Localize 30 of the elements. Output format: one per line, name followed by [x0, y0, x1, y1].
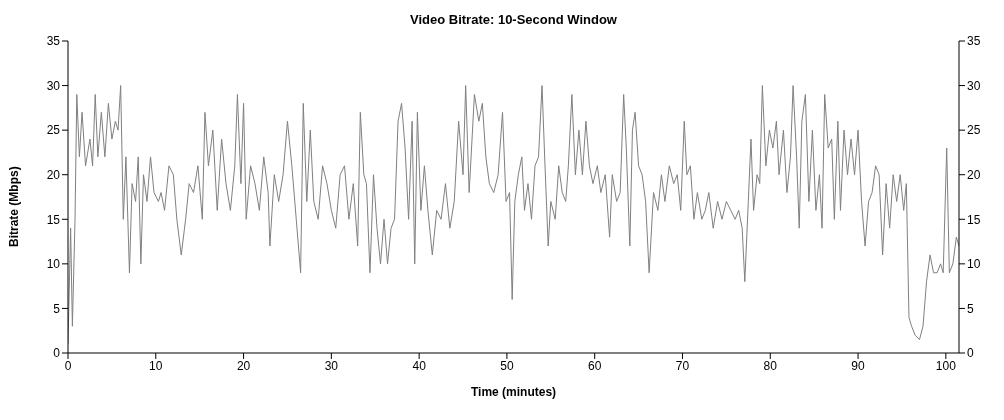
x-axis-title: Time (minutes): [470, 385, 557, 399]
y2-tick-label: 5: [967, 301, 974, 316]
y2-tick-label: 30: [967, 78, 981, 93]
x-tick-label: 0: [64, 358, 72, 373]
x-tick-label: 50: [500, 358, 514, 373]
x-tick-label: 40: [412, 358, 427, 373]
y2-tick-label: 15: [967, 212, 981, 227]
y-tick-label: 5: [53, 301, 61, 316]
x-tick-label: 30: [324, 358, 339, 373]
x-tick-label: 10: [149, 358, 163, 373]
y-tick-label: 10: [46, 257, 61, 272]
y2-tick-label: 10: [967, 257, 981, 272]
y-tick-label: 25: [46, 123, 61, 138]
y-tick-label: 30: [46, 78, 61, 93]
y2-tick-label: 35: [967, 34, 981, 49]
y-tick-label: 35: [46, 34, 61, 49]
y-tick-label: 15: [46, 212, 61, 227]
y2-tick-label: 20: [967, 167, 981, 182]
x-tick-label: 90: [851, 358, 866, 373]
y-axis-title: Bitrate (Mbps): [7, 166, 22, 247]
x-tick-label: 70: [675, 358, 690, 373]
y-tick-label: 0: [53, 346, 61, 361]
y2-tick-label: 0: [967, 346, 974, 361]
x-tick-label: 100: [935, 358, 957, 373]
x-tick-label: 80: [763, 358, 778, 373]
y-tick-label: 20: [46, 167, 61, 182]
chart-title: Video Bitrate: 10-Second Window: [409, 12, 618, 27]
y2-tick-label: 25: [967, 123, 981, 138]
x-tick-label: 20: [236, 358, 251, 373]
x-tick-label: 60: [588, 358, 602, 373]
